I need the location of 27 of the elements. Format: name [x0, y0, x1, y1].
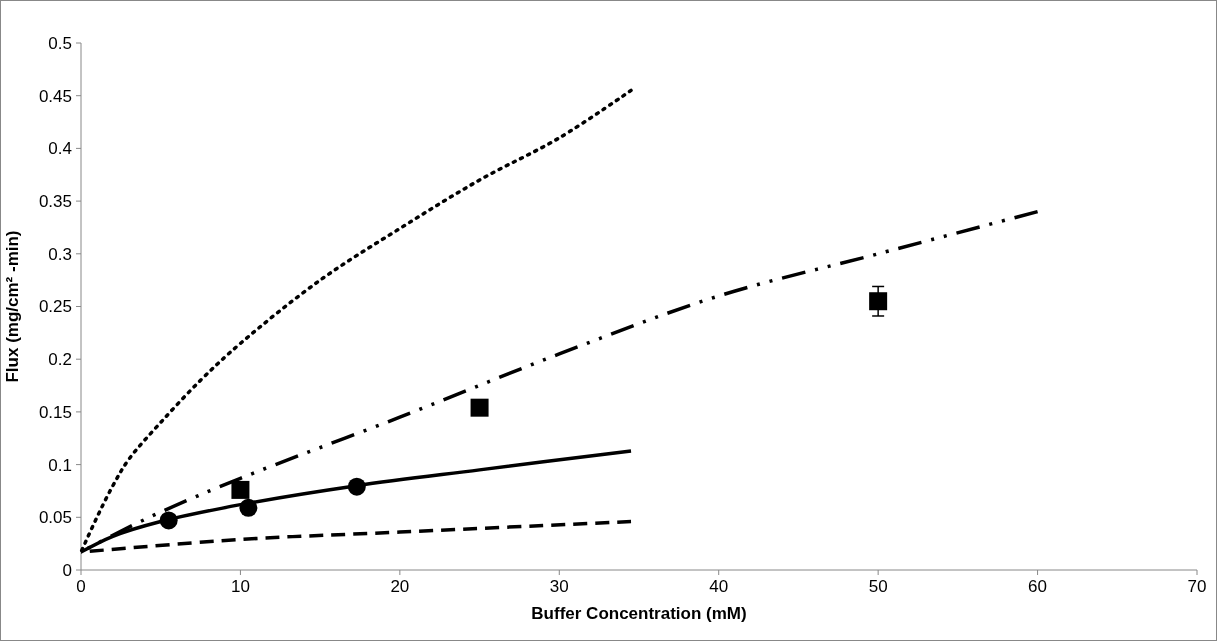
y-tick-label: 0.3: [48, 244, 72, 264]
point: [159, 511, 178, 530]
y-tick-label: 0: [62, 560, 72, 580]
y-tick-label: 0.1: [48, 455, 72, 475]
y-tick-label: 0.5: [48, 33, 72, 53]
y-tick-label: 0.05: [38, 508, 72, 528]
x-tick-label: 30: [549, 577, 569, 596]
point: [239, 498, 258, 517]
x-tick-label: 50: [868, 577, 888, 596]
x-tick-label: 60: [1028, 577, 1048, 596]
point: [347, 477, 366, 496]
point: [470, 398, 489, 417]
y-tick-label: 0.2: [48, 350, 72, 370]
point: [869, 292, 888, 311]
y-tick-label: 0.15: [38, 402, 72, 422]
y-tick-label: 0.35: [38, 192, 72, 212]
x-axis-title: Buffer Concentration (mM): [531, 604, 747, 623]
x-tick-label: 20: [390, 577, 410, 596]
y-axis-title: Flux (mg/cm² -min): [3, 230, 22, 383]
y-tick-label: 0.25: [38, 297, 72, 317]
y-tick-label: 0.45: [38, 86, 72, 106]
x-tick-label: 10: [230, 577, 250, 596]
x-tick-label: 40: [709, 577, 729, 596]
y-tick-label: 0.4: [48, 139, 72, 159]
x-tick-label: 0: [76, 577, 86, 596]
x-tick-label: 70: [1187, 577, 1207, 596]
point: [231, 480, 250, 499]
